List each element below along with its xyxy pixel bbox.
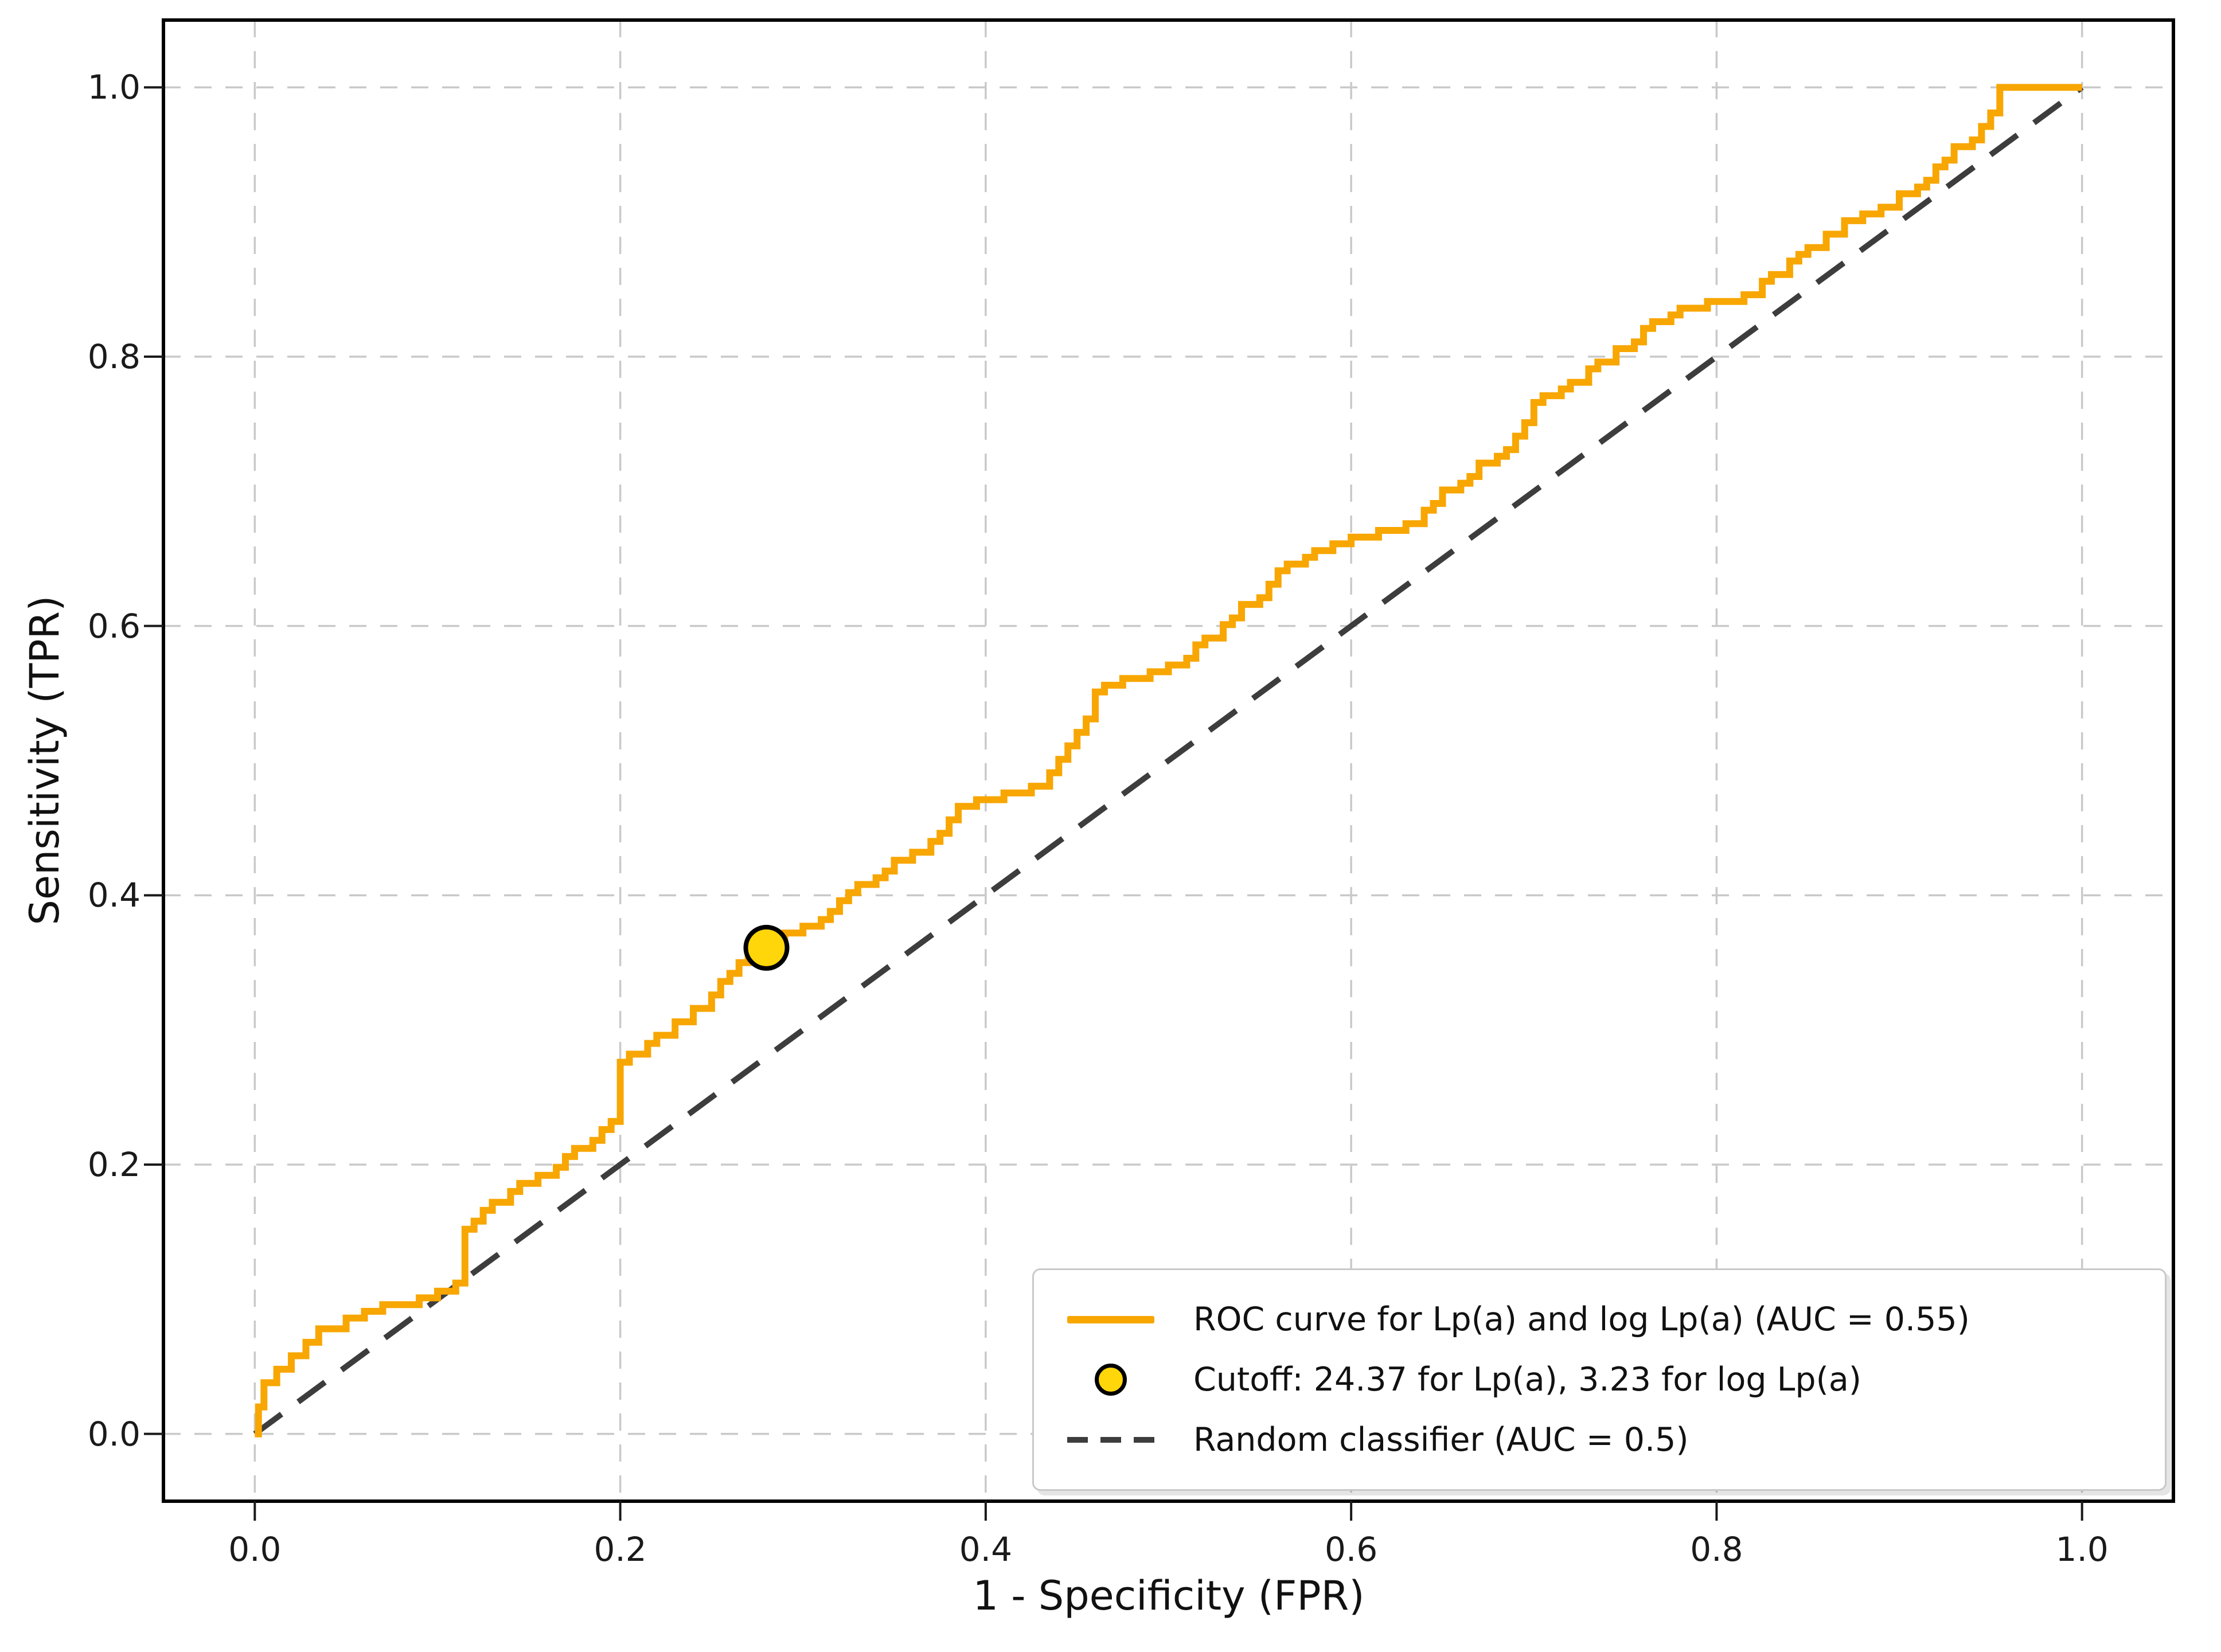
- roc-line-swatch-icon: [1053, 1315, 1168, 1323]
- random-classifier-line: [253, 85, 2084, 1436]
- x-tick-label: 0.8: [1690, 1530, 1743, 1569]
- x-tick-label: 0.0: [228, 1530, 282, 1569]
- y-tick-label: 0.0: [87, 1414, 140, 1454]
- cutoff-marker: [743, 924, 790, 971]
- x-tick-label: 0.4: [959, 1530, 1012, 1569]
- roc-curve: [255, 84, 2082, 1438]
- x-tick-label: 0.6: [1325, 1530, 1378, 1569]
- legend-item-roc-curve: ROC curve for Lp(a) and log Lp(a) (AUC =…: [1053, 1300, 2151, 1338]
- legend: ROC curve for Lp(a) and log Lp(a) (AUC =…: [1032, 1268, 2167, 1491]
- plot-frame: [162, 18, 2175, 1503]
- legend-item-cutoff: Cutoff: 24.37 for Lp(a), 3.23 for log Lp…: [1053, 1361, 2151, 1399]
- x-axis-label: 1 - Specificity (FPR): [973, 1572, 1365, 1619]
- x-tick-label: 0.2: [594, 1530, 647, 1569]
- legend-label-cutoff: Cutoff: 24.37 for Lp(a), 3.23 for log Lp…: [1193, 1361, 1861, 1399]
- y-tick-label: 0.4: [87, 876, 140, 915]
- y-tick-label: 1.0: [87, 68, 140, 107]
- dashed-line-swatch-icon: [1053, 1437, 1168, 1443]
- legend-label-random: Random classifier (AUC = 0.5): [1193, 1421, 1689, 1459]
- x-tick-label: 1.0: [2055, 1530, 2109, 1569]
- y-axis-label: Sensitivity (TPR): [21, 595, 68, 925]
- legend-item-random-classifier: Random classifier (AUC = 0.5): [1053, 1421, 2151, 1459]
- y-tick-label: 0.6: [87, 606, 140, 646]
- y-tick-label: 0.8: [87, 337, 140, 377]
- legend-label-roc: ROC curve for Lp(a) and log Lp(a) (AUC =…: [1193, 1300, 1970, 1338]
- y-tick-label: 0.2: [87, 1145, 140, 1184]
- cutoff-marker-swatch-icon: [1053, 1364, 1168, 1396]
